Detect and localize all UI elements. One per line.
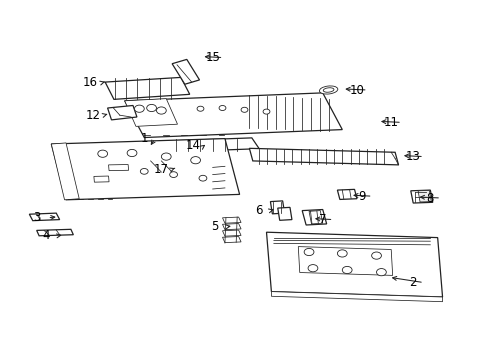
Circle shape [190, 157, 200, 164]
Polygon shape [308, 211, 322, 224]
Text: 7: 7 [318, 213, 326, 226]
Text: 3: 3 [33, 211, 41, 224]
Polygon shape [124, 93, 342, 138]
Circle shape [134, 105, 144, 112]
Polygon shape [410, 190, 432, 203]
Circle shape [161, 153, 171, 160]
Polygon shape [51, 143, 79, 200]
Polygon shape [144, 158, 185, 173]
Text: 9: 9 [357, 190, 365, 203]
Polygon shape [270, 201, 284, 214]
Circle shape [304, 248, 313, 256]
Polygon shape [266, 232, 442, 297]
Text: 2: 2 [408, 276, 416, 289]
Text: 8: 8 [426, 192, 433, 204]
Text: 17: 17 [154, 163, 168, 176]
Circle shape [219, 105, 225, 111]
Polygon shape [105, 77, 189, 99]
Circle shape [98, 150, 107, 157]
Circle shape [376, 269, 386, 276]
Polygon shape [29, 213, 60, 221]
Text: 5: 5 [211, 220, 219, 233]
Circle shape [156, 107, 166, 114]
Circle shape [127, 149, 137, 157]
Text: 4: 4 [42, 229, 50, 242]
Circle shape [199, 175, 206, 181]
Polygon shape [107, 105, 137, 120]
Circle shape [307, 265, 317, 272]
Text: 11: 11 [383, 116, 398, 129]
Polygon shape [417, 190, 430, 202]
Circle shape [371, 252, 381, 259]
Polygon shape [277, 207, 291, 220]
Text: 12: 12 [85, 109, 100, 122]
Text: 14: 14 [185, 139, 200, 152]
Polygon shape [163, 138, 259, 152]
Polygon shape [37, 229, 73, 236]
Polygon shape [298, 247, 392, 275]
Polygon shape [222, 217, 241, 223]
Text: 15: 15 [205, 51, 220, 64]
Circle shape [146, 104, 156, 112]
Polygon shape [222, 230, 241, 236]
Text: 13: 13 [405, 150, 420, 163]
Polygon shape [337, 189, 356, 199]
Circle shape [337, 250, 346, 257]
Polygon shape [249, 148, 398, 165]
Circle shape [169, 172, 177, 177]
Circle shape [241, 107, 247, 112]
Text: 16: 16 [83, 76, 98, 89]
Text: 10: 10 [349, 84, 364, 96]
Polygon shape [271, 292, 442, 302]
Polygon shape [124, 99, 177, 126]
Circle shape [342, 266, 351, 274]
Polygon shape [94, 176, 109, 182]
Polygon shape [222, 237, 241, 243]
Circle shape [197, 106, 203, 111]
Polygon shape [108, 165, 128, 171]
Ellipse shape [319, 86, 337, 94]
Polygon shape [172, 59, 199, 84]
Polygon shape [51, 139, 239, 200]
Circle shape [263, 109, 269, 114]
Polygon shape [302, 210, 326, 225]
Ellipse shape [323, 88, 333, 92]
Polygon shape [222, 224, 241, 230]
Text: 6: 6 [255, 204, 263, 217]
Text: 1: 1 [140, 132, 148, 145]
Circle shape [140, 168, 148, 174]
